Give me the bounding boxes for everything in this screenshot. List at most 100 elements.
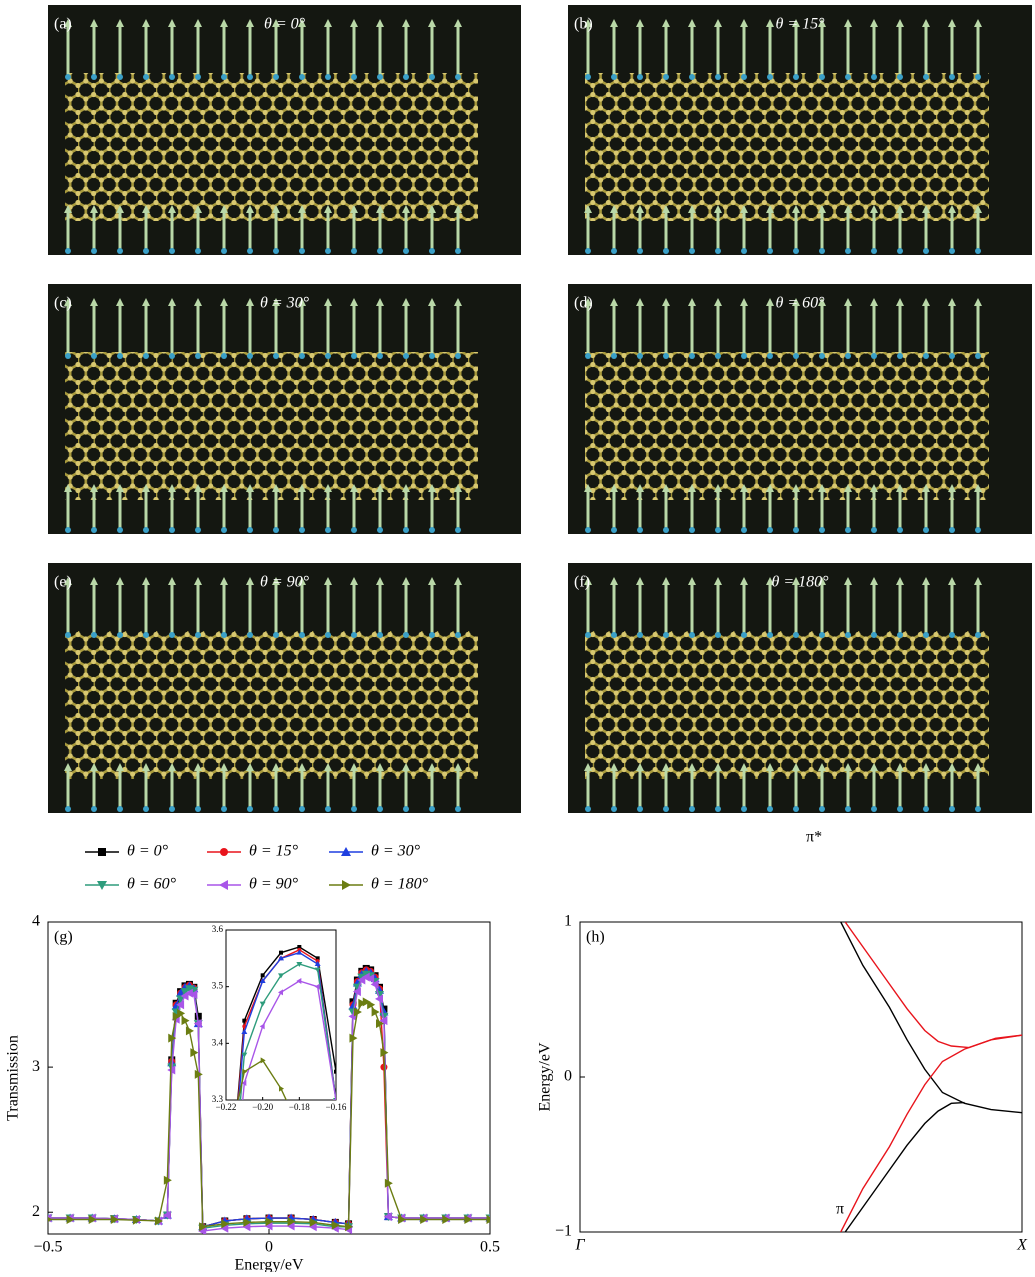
atom	[793, 353, 799, 359]
atom	[273, 632, 279, 638]
atom	[715, 353, 721, 359]
atom	[117, 632, 123, 638]
atom	[169, 527, 175, 533]
atom	[897, 632, 903, 638]
atom	[819, 806, 825, 812]
atom	[455, 353, 461, 359]
atom	[221, 632, 227, 638]
atom	[663, 806, 669, 812]
atom	[663, 248, 669, 254]
nanoribbon	[65, 631, 478, 779]
nanoribbon	[65, 73, 478, 221]
x-tick-label: −0.5	[33, 1239, 62, 1256]
atom	[845, 632, 851, 638]
atom	[975, 806, 981, 812]
atom	[585, 353, 591, 359]
atom	[741, 74, 747, 80]
y-tick-label: −1	[555, 1223, 572, 1240]
atom	[975, 353, 981, 359]
atom	[169, 74, 175, 80]
atom	[169, 632, 175, 638]
x-tick-label: 0	[265, 1239, 273, 1256]
atom	[91, 806, 97, 812]
atom	[741, 248, 747, 254]
atom	[429, 527, 435, 533]
atom	[143, 632, 149, 638]
series-line	[845, 1103, 964, 1232]
atom	[377, 248, 383, 254]
atom	[273, 248, 279, 254]
figure: (a)θ = 0°(b)θ = 15°(c)θ = 30°(d)θ = 60°(…	[0, 0, 1035, 1272]
atom	[299, 527, 305, 533]
atom	[455, 527, 461, 533]
inset-x-tick-label: −0.18	[289, 1102, 310, 1112]
atom	[91, 353, 97, 359]
inset-y-tick-label: 3.6	[212, 924, 224, 934]
atom	[689, 248, 695, 254]
atom	[325, 74, 331, 80]
atom	[455, 248, 461, 254]
atom	[949, 248, 955, 254]
atom	[247, 74, 253, 80]
atom	[117, 248, 123, 254]
atom	[585, 806, 591, 812]
structure-panel: (f)θ = 180°	[568, 563, 1032, 813]
atom	[663, 74, 669, 80]
atom	[897, 806, 903, 812]
atom	[819, 353, 825, 359]
atom	[715, 632, 721, 638]
atom	[923, 806, 929, 812]
atom	[117, 74, 123, 80]
y-tick-label: 1	[564, 913, 572, 930]
atom	[351, 806, 357, 812]
atom	[585, 527, 591, 533]
panel-title: θ = 90°	[260, 574, 310, 591]
atom	[65, 248, 71, 254]
atom	[611, 527, 617, 533]
atom	[143, 527, 149, 533]
atom	[741, 806, 747, 812]
atom	[923, 248, 929, 254]
marker	[219, 880, 228, 890]
y-axis-label: Transmission	[5, 1035, 22, 1121]
atom	[273, 74, 279, 80]
marker	[98, 848, 106, 856]
atom	[351, 248, 357, 254]
panel-title: θ = 0°	[264, 16, 306, 33]
atom	[585, 74, 591, 80]
atom	[663, 527, 669, 533]
atom	[351, 74, 357, 80]
atom	[975, 632, 981, 638]
atom	[65, 527, 71, 533]
atom	[611, 248, 617, 254]
atom	[793, 632, 799, 638]
marker	[342, 880, 351, 890]
atom	[819, 74, 825, 80]
atom	[299, 632, 305, 638]
atom	[923, 353, 929, 359]
atom	[377, 353, 383, 359]
panel-label: (g)	[54, 929, 73, 946]
atom	[871, 527, 877, 533]
atom	[793, 248, 799, 254]
atom	[689, 632, 695, 638]
atom	[247, 353, 253, 359]
atom	[949, 632, 955, 638]
atom	[195, 353, 201, 359]
atom	[741, 353, 747, 359]
atom	[195, 632, 201, 638]
atom	[143, 353, 149, 359]
marker	[367, 1000, 375, 1009]
atom	[169, 248, 175, 254]
atom	[455, 632, 461, 638]
atom	[325, 527, 331, 533]
atom	[819, 527, 825, 533]
marker	[354, 1007, 362, 1016]
atom	[897, 353, 903, 359]
atom	[117, 527, 123, 533]
panel-label: (a)	[54, 16, 72, 33]
plot-frame	[580, 922, 1022, 1232]
structure-panel: (a) θ = 0°	[48, 5, 521, 255]
atom	[767, 248, 773, 254]
atom	[949, 74, 955, 80]
